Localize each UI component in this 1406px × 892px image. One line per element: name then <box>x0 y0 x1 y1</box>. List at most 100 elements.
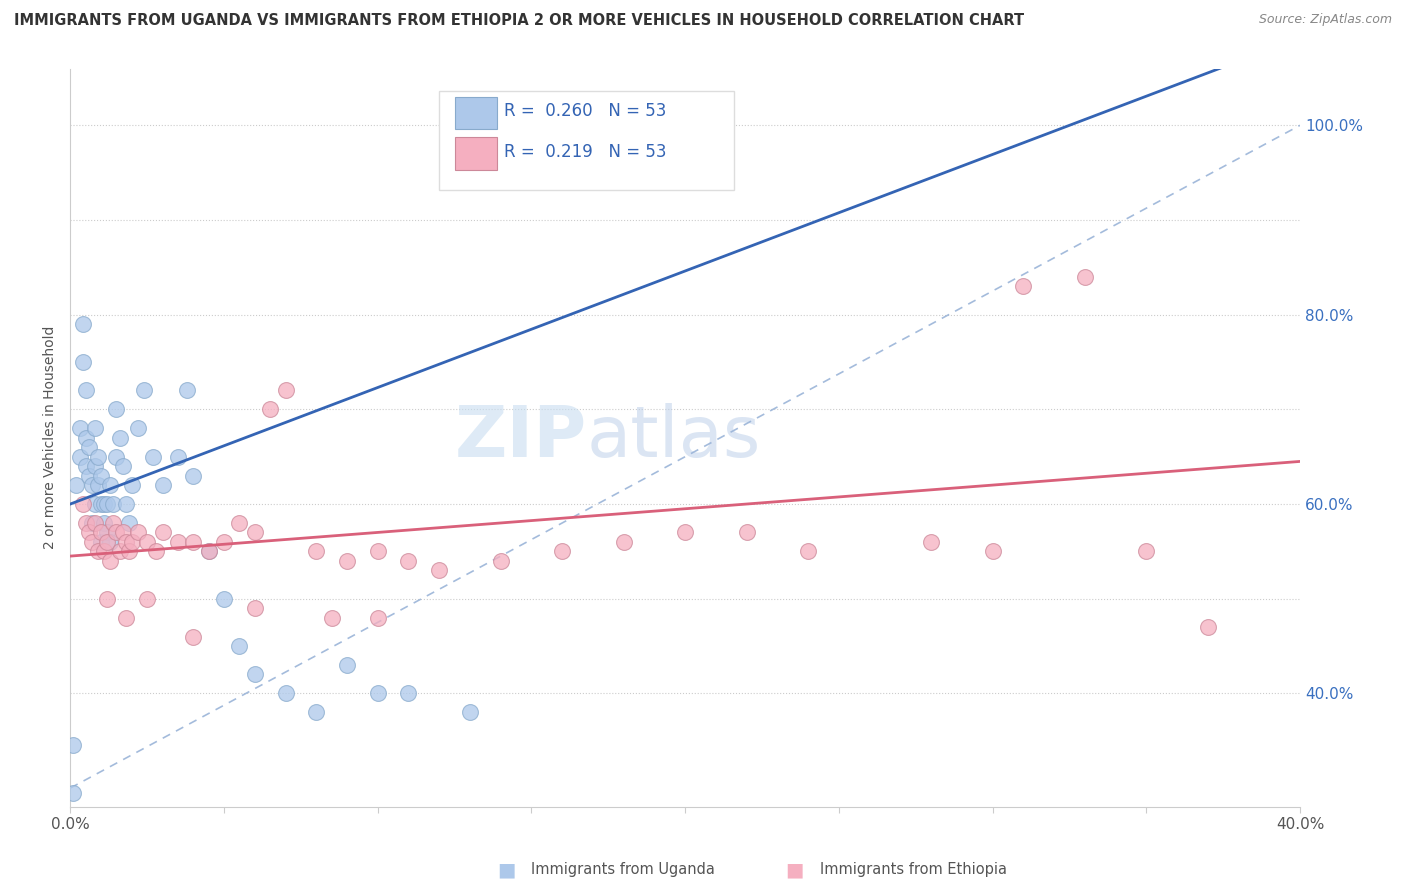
Point <box>84 516 107 530</box>
Point <box>98 478 121 492</box>
Text: Source: ZipAtlas.com: Source: ZipAtlas.com <box>1258 13 1392 27</box>
Point <box>243 667 266 681</box>
Point <box>1197 620 1219 634</box>
Point <box>96 497 118 511</box>
Point <box>87 544 110 558</box>
Point <box>108 544 131 558</box>
Point <box>181 468 204 483</box>
Point <box>62 739 84 753</box>
Point <box>80 478 103 492</box>
Point <box>197 544 219 558</box>
Point <box>142 450 165 464</box>
Point <box>90 497 112 511</box>
Point <box>90 535 112 549</box>
Point <box>108 431 131 445</box>
Point <box>84 497 107 511</box>
Point <box>75 459 97 474</box>
Point <box>167 450 190 464</box>
Point <box>72 497 94 511</box>
Point <box>136 591 159 606</box>
Point <box>981 544 1004 558</box>
Point <box>212 591 235 606</box>
Point <box>96 591 118 606</box>
Point <box>77 468 100 483</box>
Point <box>84 459 107 474</box>
Point <box>321 610 343 624</box>
Point <box>80 516 103 530</box>
Point <box>77 440 100 454</box>
Point <box>105 450 128 464</box>
Point <box>69 450 91 464</box>
Point <box>797 544 820 558</box>
Point <box>398 554 420 568</box>
Text: ■: ■ <box>785 860 804 880</box>
Point <box>114 535 136 549</box>
Point <box>75 431 97 445</box>
Point <box>80 535 103 549</box>
Text: R =  0.260   N = 53: R = 0.260 N = 53 <box>505 103 666 120</box>
Text: ■: ■ <box>496 860 516 880</box>
Point <box>72 317 94 331</box>
Point <box>111 525 134 540</box>
Point <box>105 525 128 540</box>
Point <box>96 535 118 549</box>
Text: IMMIGRANTS FROM UGANDA VS IMMIGRANTS FROM ETHIOPIA 2 OR MORE VEHICLES IN HOUSEHO: IMMIGRANTS FROM UGANDA VS IMMIGRANTS FRO… <box>14 13 1024 29</box>
Point <box>114 497 136 511</box>
Point <box>274 384 297 398</box>
Point <box>243 525 266 540</box>
Point <box>274 686 297 700</box>
Point <box>132 384 155 398</box>
Point <box>243 601 266 615</box>
Point <box>458 706 481 720</box>
Y-axis label: 2 or more Vehicles in Household: 2 or more Vehicles in Household <box>44 326 58 549</box>
Point <box>136 535 159 549</box>
Point <box>103 497 125 511</box>
Point <box>103 516 125 530</box>
Point <box>735 525 758 540</box>
Point <box>259 402 281 417</box>
Point <box>181 535 204 549</box>
Point <box>551 544 574 558</box>
Point <box>98 554 121 568</box>
Point <box>336 554 359 568</box>
Point <box>176 384 198 398</box>
Point <box>90 525 112 540</box>
Point <box>228 516 250 530</box>
Point <box>228 639 250 653</box>
Point <box>398 686 420 700</box>
Point <box>77 525 100 540</box>
Point <box>93 516 115 530</box>
Point <box>152 478 174 492</box>
FancyBboxPatch shape <box>456 137 498 169</box>
Point <box>87 450 110 464</box>
Point <box>90 468 112 483</box>
Text: ZIP: ZIP <box>454 403 586 472</box>
Point <box>1074 269 1097 284</box>
Point <box>367 686 389 700</box>
Point <box>65 478 87 492</box>
Point <box>152 525 174 540</box>
Point <box>1012 279 1035 293</box>
Point <box>111 459 134 474</box>
Point <box>181 630 204 644</box>
Point <box>98 535 121 549</box>
Point <box>613 535 636 549</box>
FancyBboxPatch shape <box>456 96 498 129</box>
Point <box>121 478 143 492</box>
Point <box>121 535 143 549</box>
Point <box>84 421 107 435</box>
Point <box>167 535 190 549</box>
Text: atlas: atlas <box>586 403 761 472</box>
Point <box>105 402 128 417</box>
Point <box>145 544 167 558</box>
Point <box>489 554 512 568</box>
Point <box>69 421 91 435</box>
Point <box>118 544 141 558</box>
Point <box>62 786 84 800</box>
Point <box>93 544 115 558</box>
Point <box>127 421 149 435</box>
Point <box>673 525 696 540</box>
Point <box>93 497 115 511</box>
Point <box>212 535 235 549</box>
Point <box>1135 544 1157 558</box>
